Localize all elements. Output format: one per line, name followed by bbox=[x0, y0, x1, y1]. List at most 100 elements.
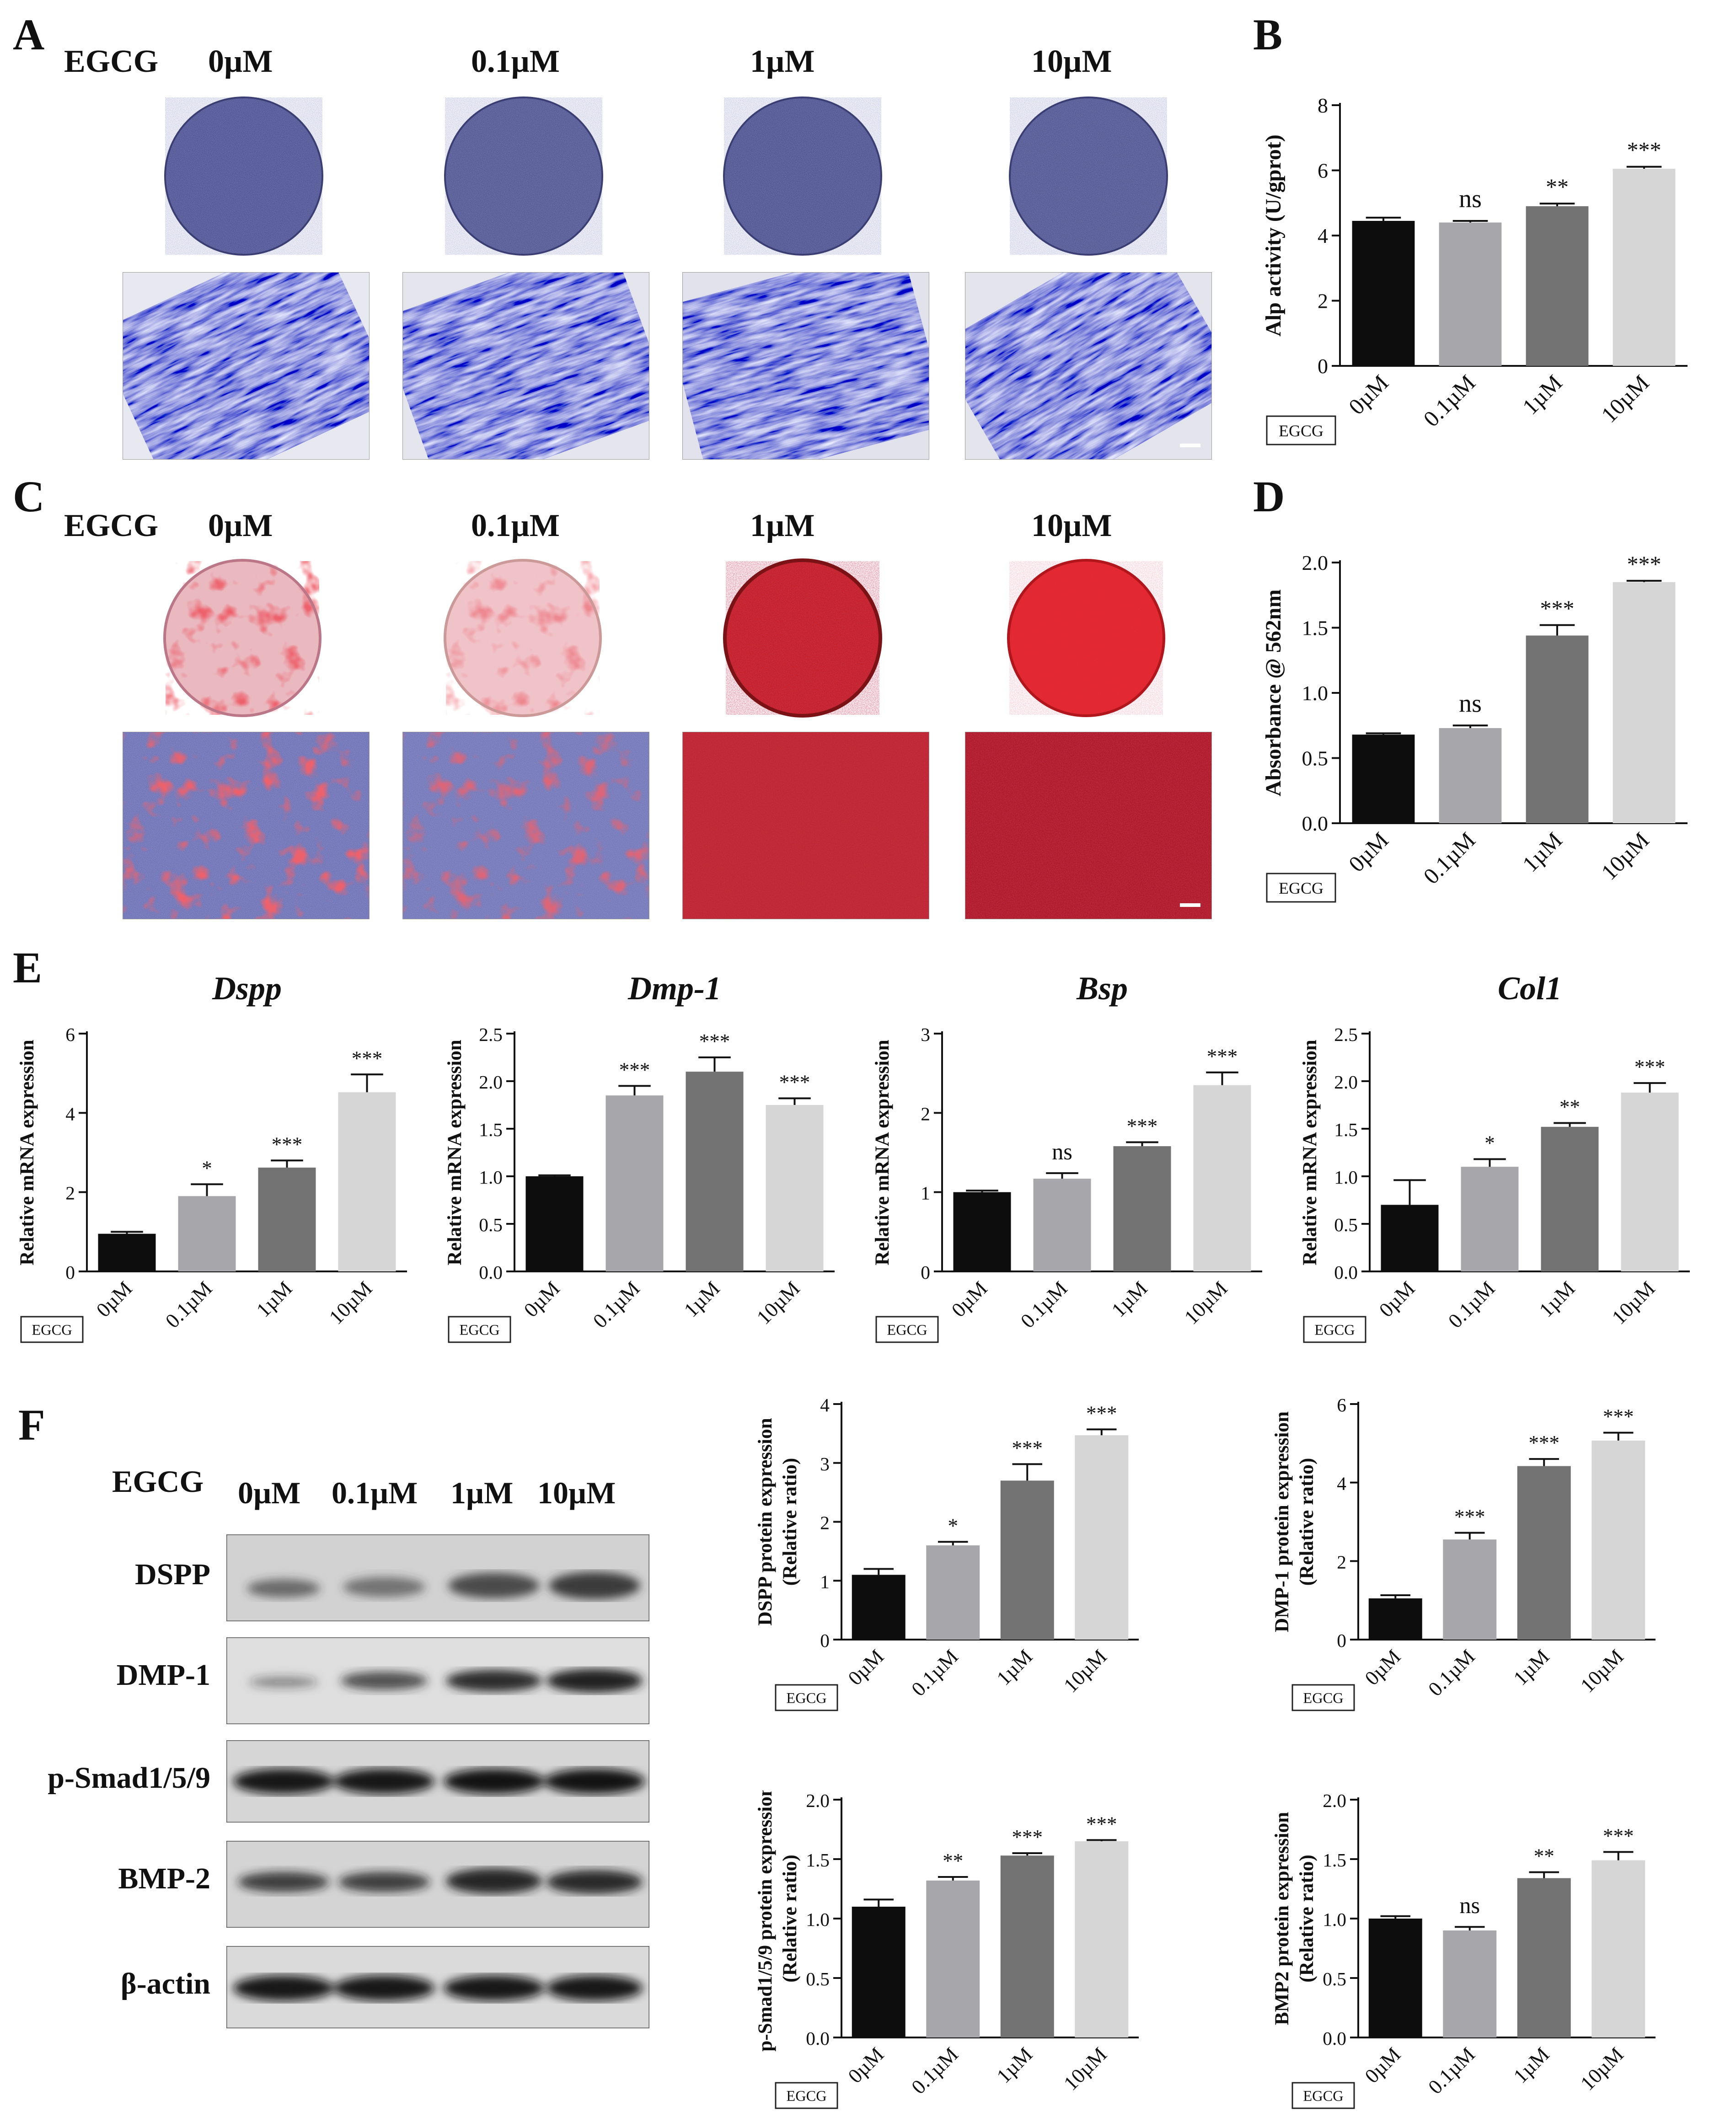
y-tick-label: 0.5 bbox=[806, 1968, 830, 1989]
y-axis-label-2: (Relative ratio) bbox=[1296, 1458, 1318, 1586]
treatment-box bbox=[1291, 1684, 1355, 1711]
y-tick-label: 6 bbox=[1337, 1395, 1346, 1415]
bar-2 bbox=[258, 1167, 316, 1271]
bar-1 bbox=[1439, 728, 1502, 823]
dose-label-a-2: 1µM bbox=[750, 44, 815, 79]
alp-micrograph-0 bbox=[123, 272, 370, 460]
significance-label: *** bbox=[1627, 551, 1661, 577]
y-tick-label: 6 bbox=[1318, 159, 1328, 182]
y-tick-label: 0.5 bbox=[1302, 747, 1329, 770]
x-tick-label: 0µM bbox=[843, 1645, 888, 1690]
significance-label: ns bbox=[1459, 1892, 1480, 1918]
treatment-box-label: EGCG bbox=[887, 1322, 927, 1339]
bar-0 bbox=[1352, 220, 1415, 366]
significance-label: ns bbox=[1459, 185, 1482, 213]
dose-label-f-2: 1µM bbox=[450, 1475, 514, 1510]
x-tick-label: 0µM bbox=[520, 1277, 564, 1322]
chart-title: Col1 bbox=[1498, 970, 1562, 1007]
y-tick-label: 0 bbox=[65, 1262, 75, 1283]
significance-label: *** bbox=[1603, 1824, 1634, 1847]
treatment-box-label: EGCG bbox=[786, 1690, 826, 1707]
chart-title: Dspp bbox=[212, 970, 282, 1007]
y-tick-label: 0.5 bbox=[1323, 1968, 1346, 1989]
dose-label-f-1: 0.1µM bbox=[332, 1475, 418, 1510]
dose-label-c-2: 1µM bbox=[750, 508, 815, 543]
x-tick-label: 10µM bbox=[325, 1277, 377, 1329]
bar-3 bbox=[1193, 1085, 1251, 1271]
x-tick-label: 1µM bbox=[1517, 827, 1567, 877]
chart-d: 0.0 0.5 1.0 1.5 2.0 Absorbance @ 562nm 0µM ns 0.… bbox=[1261, 551, 1688, 903]
y-tick-label: 0.0 bbox=[1334, 1262, 1358, 1283]
significance-label: *** bbox=[1529, 1431, 1560, 1454]
chart-title: Bsp bbox=[1076, 970, 1128, 1007]
y-axis-label-2: (Relative ratio) bbox=[779, 1458, 801, 1586]
panel-letter-f: F bbox=[18, 1400, 45, 1449]
bar-2 bbox=[1517, 1466, 1571, 1640]
y-tick-label: 1 bbox=[921, 1183, 930, 1204]
treatment-box-label: EGCG bbox=[1279, 422, 1323, 440]
y-tick-label: 4 bbox=[820, 1395, 830, 1415]
y-tick-label: 1.0 bbox=[1323, 1909, 1346, 1930]
y-axis-label: Relative mRNA expression bbox=[446, 1040, 466, 1265]
x-tick-label: 0.1µM bbox=[907, 1645, 963, 1701]
bar-0 bbox=[953, 1192, 1011, 1271]
y-tick-label: 0 bbox=[921, 1262, 930, 1283]
blot-dmp1 bbox=[226, 1637, 649, 1724]
x-tick-label: 10µM bbox=[1596, 827, 1654, 885]
blot-bmp2 bbox=[226, 1841, 649, 1928]
chart-title: Dmp-1 bbox=[627, 970, 721, 1007]
chart-e4: Col1 0.0 0.5 1.0 1.5 2.0 2.5 Relative mRNA expr… bbox=[1301, 970, 1690, 1343]
y-axis-label: Relative mRNA expression bbox=[1301, 1040, 1321, 1265]
y-tick-label: 0.5 bbox=[1334, 1214, 1358, 1235]
bar-1 bbox=[1443, 1930, 1497, 2037]
y-tick-label: 1.5 bbox=[1302, 617, 1329, 640]
significance-label: *** bbox=[779, 1071, 810, 1094]
ars-dish-1 bbox=[444, 559, 602, 717]
panel-letter-c: C bbox=[13, 472, 45, 521]
y-tick-label: 1.5 bbox=[806, 1850, 830, 1871]
treatment-label-f: EGCG bbox=[112, 1464, 204, 1499]
significance-label: *** bbox=[1634, 1056, 1666, 1078]
treatment-label-c: EGCG bbox=[64, 508, 159, 543]
y-tick-label: 3 bbox=[921, 1024, 930, 1045]
x-tick-label: 0.1µM bbox=[1418, 370, 1480, 432]
treatment-box-label: EGCG bbox=[459, 1322, 499, 1339]
y-tick-label: 0.0 bbox=[1302, 812, 1329, 835]
dose-label-c-3: 10µM bbox=[1031, 508, 1112, 543]
x-tick-label: 10µM bbox=[1059, 1645, 1111, 1697]
x-tick-label: 0µM bbox=[1375, 1277, 1420, 1322]
bar-1 bbox=[1033, 1179, 1091, 1271]
y-tick-label: 2.0 bbox=[1334, 1072, 1358, 1093]
significance-label: * bbox=[948, 1514, 959, 1537]
bar-1 bbox=[926, 1880, 980, 2037]
y-axis-label-2: (Relative ratio) bbox=[1296, 1855, 1318, 1982]
treatment-box bbox=[20, 1316, 84, 1343]
x-tick-label: 0µM bbox=[92, 1277, 137, 1322]
bar-3 bbox=[1591, 1860, 1645, 2037]
y-tick-label: 1.0 bbox=[479, 1167, 503, 1188]
treatment-box bbox=[1266, 415, 1336, 445]
bar-0 bbox=[1352, 734, 1415, 823]
significance-label: ** bbox=[943, 1850, 963, 1872]
treatment-box bbox=[448, 1316, 511, 1343]
blot-label-dspp: DSPP bbox=[135, 1558, 210, 1591]
alp-dish-3 bbox=[1009, 96, 1168, 256]
x-tick-label: 10µM bbox=[1576, 2043, 1628, 2095]
y-tick-label: 3 bbox=[820, 1453, 830, 1474]
significance-label: *** bbox=[699, 1030, 730, 1053]
x-tick-label: 0.1µM bbox=[1424, 2043, 1479, 2099]
dose-label-c-0: 0µM bbox=[208, 508, 273, 543]
y-tick-label: 2 bbox=[820, 1512, 830, 1533]
y-tick-label: 0.0 bbox=[1323, 2028, 1346, 2049]
scale-bar bbox=[1180, 903, 1200, 907]
treatment-box-label: EGCG bbox=[1314, 1322, 1355, 1339]
alp-micrograph-2 bbox=[682, 272, 929, 460]
x-tick-label: 1µM bbox=[1535, 1277, 1580, 1322]
x-tick-label: 0µM bbox=[1344, 827, 1393, 877]
bar-0 bbox=[525, 1176, 584, 1271]
x-tick-label: 1µM bbox=[1107, 1277, 1152, 1322]
bar-0 bbox=[1368, 1919, 1422, 2037]
x-tick-label: 10µM bbox=[1576, 1645, 1628, 1697]
treatment-box-label: EGCG bbox=[1303, 1690, 1343, 1707]
x-tick-label: 1µM bbox=[252, 1277, 297, 1322]
